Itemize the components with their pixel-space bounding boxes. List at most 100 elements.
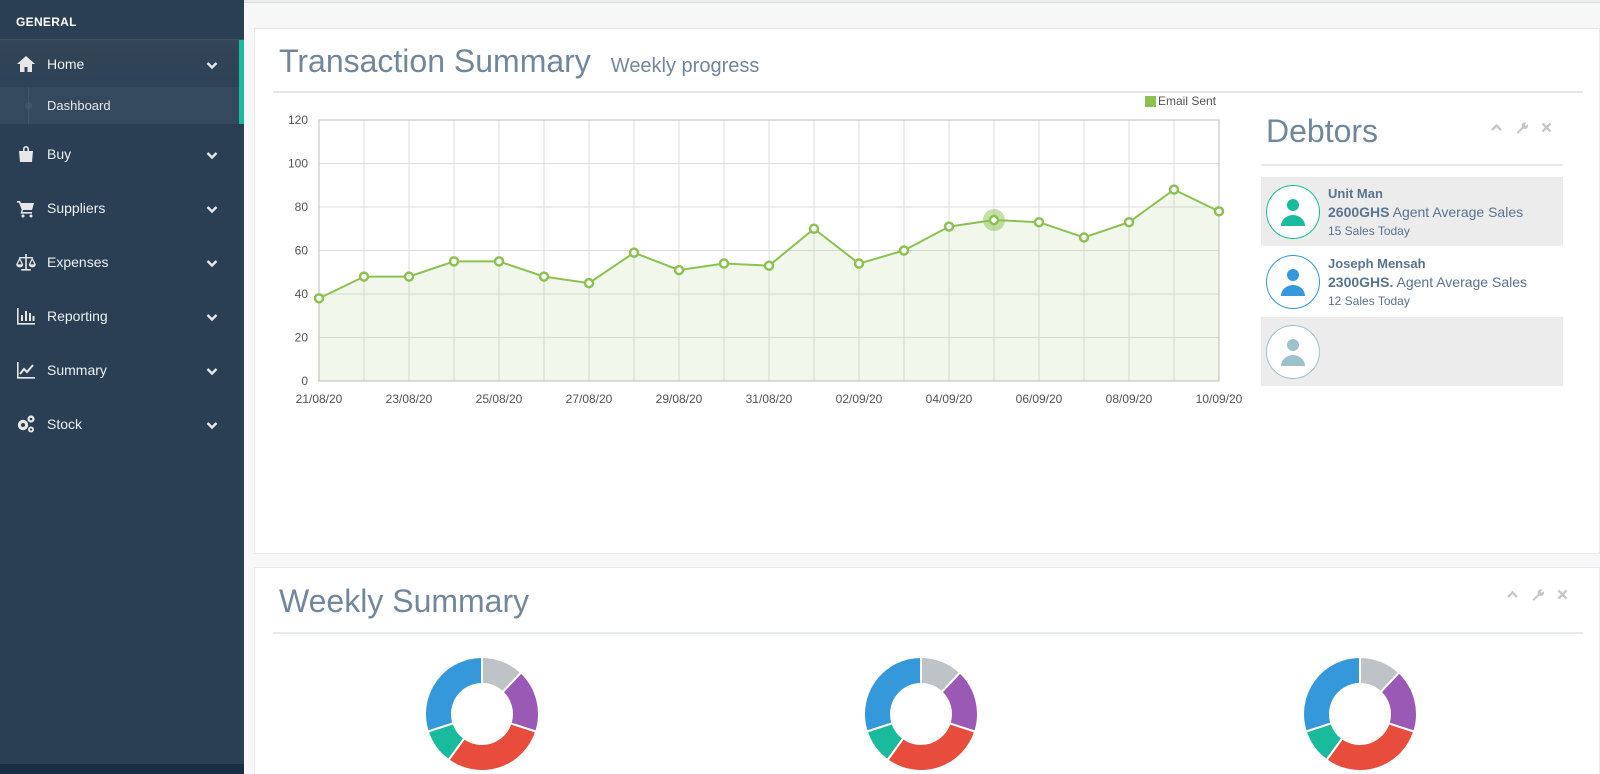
sidebar-item-label: Buy (47, 146, 72, 162)
data-point (403, 271, 415, 282)
debtor-name: Joseph Mensah (1328, 255, 1426, 271)
sidebar-subitem-label: Dashboard (47, 98, 111, 113)
sidebar-item-label: Summary (47, 362, 107, 378)
wrench-icon (1516, 122, 1528, 134)
debtor-sales-today: 12 Sales Today (1328, 293, 1410, 308)
sidebar-item-label: Expenses (47, 254, 109, 270)
donut-slice (447, 722, 538, 772)
donut-slice (863, 655, 922, 733)
debtor-amount: 2300GHS. (1328, 273, 1394, 290)
balance-scale-icon (15, 252, 37, 272)
x-tick-label: 08/09/20 (1106, 392, 1153, 406)
legend-label: Email Sent (1158, 94, 1217, 108)
panel-title: Transaction Summary Weekly progress (279, 43, 759, 80)
debtor-sales-today: 15 Sales Today (1328, 223, 1410, 238)
data-point (583, 277, 595, 289)
data-point (718, 258, 730, 269)
close-button[interactable] (1540, 121, 1553, 134)
sidebar-item-label: Reporting (47, 308, 108, 324)
donut-chart (1302, 655, 1418, 772)
sidebar-item-suppliers[interactable]: Suppliers (0, 181, 244, 235)
sidebar-item-summary[interactable]: Summary (0, 343, 244, 397)
debtor-item[interactable]: Joseph Mensah 2300GHS. Agent Average Sal… (1261, 247, 1563, 316)
data-point (538, 271, 550, 282)
sidebar-item-expenses[interactable]: Expenses (0, 235, 244, 289)
donut-chart (863, 655, 979, 772)
y-tick-label: 120 (288, 113, 308, 127)
y-tick-label: 40 (295, 287, 309, 301)
data-point (448, 256, 460, 267)
x-tick-label: 06/09/20 (1016, 392, 1063, 406)
bar-chart-icon (15, 306, 37, 326)
collapse-button[interactable] (1506, 588, 1519, 601)
chevron-up-icon (1491, 123, 1502, 131)
top-nav-bar (244, 0, 1600, 3)
debtors-title: Debtors (1266, 113, 1379, 149)
sidebar-item-buy[interactable]: Buy (0, 127, 244, 181)
sidebar-item-home[interactable]: Home (0, 40, 244, 87)
debtor-amount: 2600GHS (1328, 203, 1390, 220)
x-tick-label: 21/08/20 (296, 392, 343, 406)
debtor-name: Unit Man (1328, 185, 1383, 201)
close-button[interactable] (1556, 588, 1569, 601)
avatar (1266, 324, 1320, 379)
sidebar-footer (0, 764, 244, 774)
avatar (1266, 184, 1320, 239)
settings-button[interactable] (1531, 588, 1544, 601)
series-area (319, 189, 1219, 381)
data-point (358, 271, 370, 282)
home-icon (15, 54, 37, 74)
data-point (493, 256, 505, 267)
x-tick-label: 27/08/20 (566, 392, 613, 406)
chevron-down-icon (206, 256, 218, 268)
data-point (1033, 216, 1045, 228)
sidebar-subitem-dashboard[interactable]: Dashboard (0, 87, 244, 124)
panel-title: Weekly Summary (279, 583, 529, 620)
data-point (763, 260, 775, 271)
debtor-item[interactable]: Unit Man 2600GHS Agent Average Sales 15 … (1261, 177, 1563, 246)
sidebar-item-label: Home (47, 55, 85, 72)
data-point (853, 258, 865, 269)
data-point (943, 221, 955, 232)
title-divider (273, 91, 1583, 93)
sidebar-item-stock[interactable]: Stock (0, 397, 244, 451)
sidebar-item-label: Stock (47, 416, 83, 432)
chevron-down-icon (206, 148, 218, 160)
data-point (1123, 216, 1135, 228)
sidebar-item-reporting[interactable]: Reporting (0, 289, 244, 343)
close-icon (1541, 122, 1552, 133)
line-chart: 0 20 40 60 80 100 120 21/08/20 23/08/20 25/08/20 2… (288, 113, 1243, 406)
donut-slice (1325, 722, 1416, 772)
weekly-title: Weekly Summary (279, 583, 530, 619)
wrench-icon (1532, 589, 1544, 601)
collapse-button[interactable] (1490, 121, 1503, 134)
shopping-cart-icon (15, 198, 37, 218)
data-point (988, 214, 1000, 226)
settings-button[interactable] (1515, 121, 1528, 134)
data-point (898, 245, 910, 256)
data-point (1213, 206, 1225, 217)
data-point (673, 264, 685, 276)
x-tick-label: 10/09/20 (1196, 392, 1243, 406)
y-tick-label: 60 (295, 244, 309, 258)
x-tick-label: 23/08/20 (386, 392, 433, 406)
x-tick-label: 04/09/20 (926, 392, 973, 406)
donut-slice (1359, 655, 1401, 694)
user-icon (1281, 198, 1305, 226)
debtor-desc: Agent Average Sales (1396, 273, 1528, 290)
debtors-tools (1490, 121, 1553, 134)
debtor-item[interactable] (1261, 317, 1563, 386)
x-tick-label: 25/08/20 (476, 392, 523, 406)
data-point (1168, 184, 1180, 195)
y-tick-label: 0 (301, 374, 308, 388)
data-point (313, 293, 325, 304)
title-divider (273, 632, 1583, 634)
debtors-divider (1261, 164, 1563, 166)
chevron-down-icon (206, 202, 218, 214)
sidebar: GENERAL Home Dashboard Buy Suppliers Exp… (0, 0, 244, 774)
donut-slice (920, 655, 962, 694)
donut-chart (424, 655, 540, 772)
transaction-title: Transaction Summary (279, 43, 591, 79)
transaction-summary-panel: Transaction Summary Weekly progress (254, 28, 1600, 554)
donut-slice (481, 655, 523, 694)
